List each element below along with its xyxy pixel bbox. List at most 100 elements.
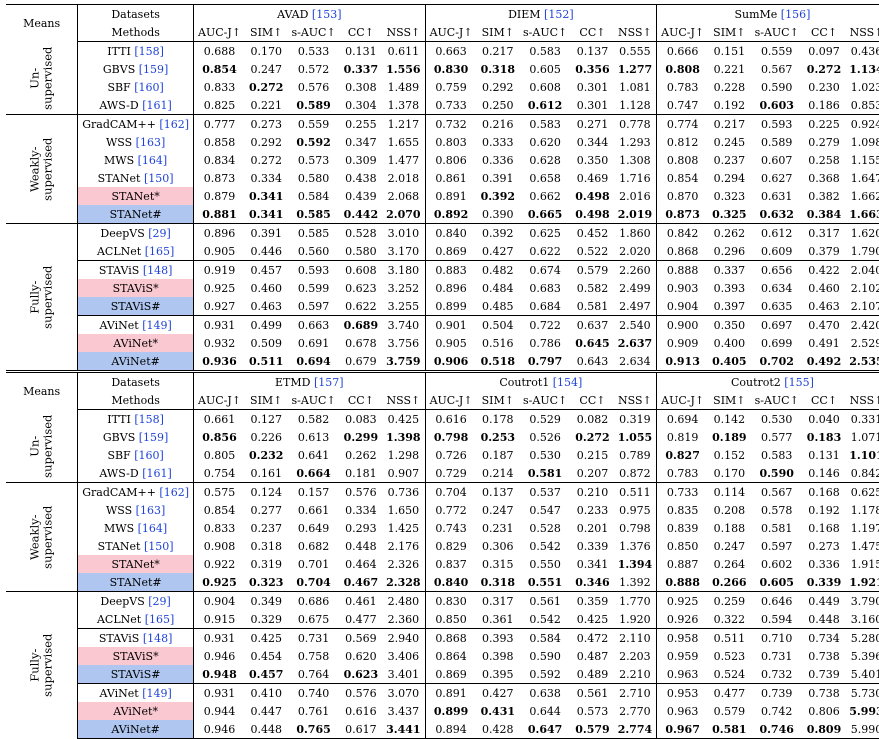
metric-value: 0.397 [713, 299, 746, 313]
metric-value: 0.214 [482, 466, 514, 480]
metric-value: 5.730 [845, 683, 879, 702]
metric-value: 0.623 [343, 667, 379, 681]
method-label: STAViS# [110, 299, 161, 313]
metric-value: 0.217 [482, 44, 514, 58]
metric-value: 3.759 [382, 352, 426, 372]
metric-value: 0.457 [249, 667, 284, 681]
metric-value: 1.647 [850, 171, 879, 185]
metric-value: 0.643 [571, 352, 614, 372]
metric-value: 0.484 [482, 281, 514, 295]
metric-value: 0.584 [297, 189, 330, 203]
metric-value: 0.864 [435, 649, 467, 663]
metric-value: 0.272 [575, 430, 610, 444]
table-row: Un-supervised ITTI [158] 0.688 0.170 0.533 0.… [6, 41, 879, 115]
metric-value: 0.168 [808, 521, 840, 535]
group-label: Weakly-supervised [6, 114, 79, 224]
method-label: STAViS [98, 263, 140, 277]
metric-value: 2.016 [613, 187, 658, 205]
method-name: ITTI [158] [77, 41, 195, 60]
metric-value: 0.178 [482, 412, 514, 426]
metric-value: 0.625 [519, 223, 572, 242]
group-label-line: Un- [27, 435, 42, 457]
metric-value: 0.701 [297, 557, 330, 571]
metric-value: 0.854 [202, 62, 237, 76]
group-label-line: supervised [40, 46, 55, 110]
metric-value: 0.231 [482, 521, 514, 535]
metric-value: 0.759 [435, 80, 467, 94]
metric-value: 0.891 [435, 189, 467, 203]
metric-header: NSS↑ [845, 23, 879, 42]
metric-value: 0.581 [708, 720, 751, 739]
metric-value: 0.783 [666, 466, 699, 480]
table-row: SBF [160] 0.805 0.232 0.641 0.262 1.298 0.726 0… [6, 446, 879, 464]
group-label-line: Weakly- [27, 146, 42, 192]
table-row: MWS [164] 0.833 0.237 0.649 0.293 1.425 0.743 0… [6, 519, 879, 537]
metric-value: 0.584 [519, 628, 572, 647]
method-label: STAViS# [110, 667, 161, 681]
metric-value: 0.559 [287, 114, 340, 133]
metric-value: 0.644 [529, 704, 561, 718]
metric-value: 0.908 [203, 539, 236, 553]
metric-value: 0.247 [713, 539, 746, 553]
metric-value: 0.277 [250, 503, 282, 517]
metric-value: 0.398 [482, 649, 514, 663]
metric-header: NSS↑ [382, 391, 426, 410]
metric-value: 0.040 [808, 412, 840, 426]
metric-value: 0.492 [802, 352, 846, 372]
metric-value: 1.023 [850, 80, 879, 94]
metric-value: 0.379 [808, 244, 840, 258]
metric-value: 0.573 [297, 153, 330, 167]
dataset-title: AVAD [277, 7, 309, 21]
metric-value: 0.663 [435, 44, 467, 58]
metric-value: 0.597 [760, 539, 793, 553]
metric-value: 0.656 [750, 260, 803, 279]
metric-value: 0.477 [345, 612, 377, 626]
table-row: WSS [163] 0.858 0.292 0.592 0.347 1.655 0.803 0… [6, 133, 879, 151]
metric-value: 0.157 [287, 482, 340, 501]
metric-value: 3.170 [382, 242, 426, 261]
metric-value: 1.134 [849, 62, 879, 76]
metric-value: 3.180 [382, 260, 426, 279]
metric-value: 0.323 [713, 189, 746, 203]
method-citation: [164] [137, 521, 168, 535]
metric-value: 0.350 [576, 153, 609, 167]
metric-value: 0.694 [666, 412, 699, 426]
method-name: SBF [160] [77, 446, 195, 464]
metric-value: 0.896 [435, 281, 467, 295]
metric-value: 1.475 [850, 539, 879, 553]
metric-value: 0.850 [435, 612, 467, 626]
metric-value: 0.228 [713, 80, 746, 94]
metric-value: 0.296 [713, 244, 746, 258]
metric-value: 0.738 [802, 683, 846, 702]
metric-value: 0.593 [750, 114, 803, 133]
method-citation: [162] [159, 117, 190, 131]
metric-value: 0.533 [297, 44, 330, 58]
metric-value: 0.778 [613, 114, 658, 133]
metric-value: 0.341 [576, 557, 609, 571]
metric-value: 0.152 [713, 448, 746, 462]
metric-value: 0.924 [845, 114, 879, 133]
metric-value: 0.925 [202, 575, 237, 589]
metric-value: 0.617 [339, 720, 383, 739]
method-label: STAViS* [112, 281, 159, 295]
metric-value: 0.887 [666, 557, 699, 571]
metric-value: 2.018 [382, 169, 426, 187]
metric-value: 1.392 [613, 573, 658, 592]
metric-value: 0.733 [435, 98, 467, 112]
metric-value: 1.921 [849, 575, 879, 589]
metric-value: 0.225 [802, 114, 846, 133]
metric-value: 0.341 [249, 189, 284, 203]
method-citation: [29] [148, 226, 171, 240]
metric-value: 0.509 [250, 336, 282, 350]
metric-value: 0.819 [666, 430, 699, 444]
metric-value: 0.736 [382, 482, 426, 501]
metric-value: 0.217 [708, 114, 751, 133]
metric-value: 0.638 [519, 683, 572, 702]
metric-value: 0.899 [435, 299, 467, 313]
method-label: MWS [104, 521, 135, 535]
metric-value: 0.609 [760, 244, 793, 258]
method-citation: [158] [134, 44, 164, 58]
metric-value: 0.953 [656, 683, 709, 702]
metric-value: 0.590 [529, 649, 561, 663]
metric-value: 0.273 [808, 539, 840, 553]
